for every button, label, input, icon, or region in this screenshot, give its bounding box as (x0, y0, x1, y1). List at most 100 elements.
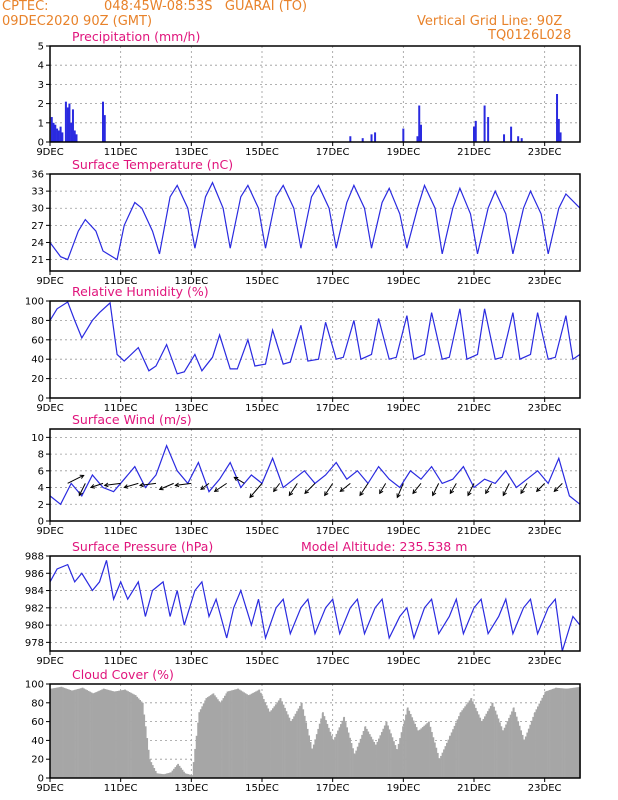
cloud-cover-y-tick-label: 0 (38, 774, 44, 785)
cloud-cover-area-bar (63, 687, 66, 778)
cloud-cover-area-bar (441, 752, 444, 778)
cloud-cover-area-bar (518, 725, 521, 778)
wind-arrow-head (553, 487, 559, 493)
cloud-cover-area-bar (378, 738, 380, 778)
cloud-cover-area-bar (346, 727, 348, 778)
wind-arrow-shaft (273, 483, 281, 492)
cloud-cover-area-bar (317, 728, 320, 778)
cloud-cover-area-bar (74, 689, 76, 778)
temperature-x-tick-label: 15DEC (245, 276, 279, 287)
cloud-cover-area-bar (382, 728, 385, 778)
wind-arrow-head (273, 487, 278, 493)
header-run: 09DEC2020 90Z (GMT) (2, 14, 153, 29)
cloud-cover-area-bar (509, 714, 512, 778)
cloud-cover-area-bar (90, 692, 93, 778)
temperature-y-tick-label: 27 (31, 221, 44, 232)
cloud-cover-area-bar (285, 711, 288, 778)
cloud-cover-area-bar (302, 709, 305, 778)
precipitation-bar (59, 126, 62, 142)
pressure-y-tick-label: 978 (25, 638, 44, 649)
cloud-cover-area-bar (482, 718, 485, 778)
cloud-cover-area-bar (158, 773, 161, 778)
precipitation-y-tick-label: 5 (38, 42, 44, 53)
cloud-cover-area-bar (453, 725, 456, 778)
wind-arrow (90, 482, 104, 489)
pressure-x-tick-label: 15DEC (245, 656, 279, 667)
pressure-x-tick-label: 13DEC (174, 656, 208, 667)
wind-arrow-shaft (200, 482, 210, 490)
cloud-cover-area-bar (222, 698, 225, 778)
cloud-cover-area-bar (473, 704, 476, 778)
cloud-cover-area-bar (87, 690, 90, 778)
header-location: 048:45W-08:53S GUARAI (TO) (104, 0, 308, 14)
cloud-cover-area-bar (305, 722, 308, 778)
precipitation-bar (503, 134, 506, 142)
cloud-cover-frame (49, 683, 581, 779)
cloud-cover-area-bar (111, 691, 114, 778)
cloud-cover-area-bar (444, 746, 447, 778)
cloud-cover-area-bar (417, 731, 420, 778)
pressure-x-tick-label: 11DEC (104, 656, 138, 667)
cloud-cover-area-bar (517, 721, 520, 778)
cloud-cover-area-bar (334, 737, 336, 778)
precipitation-bar (73, 130, 76, 142)
cloud-cover-area-bar (476, 711, 479, 778)
cloud-cover-area-bar (420, 728, 423, 778)
cloud-cover-area-bar (523, 740, 526, 778)
cloud-cover-area-bar (391, 737, 394, 778)
wind-arrow (339, 482, 351, 493)
pressure-x-tick-label: 19DEC (386, 656, 420, 667)
humidity-y-tick-label: 20 (31, 374, 44, 385)
precipitation-x-tick-label: 13DEC (174, 147, 208, 158)
cloud-cover-area-bar (440, 755, 442, 778)
cloud-cover-area-bar (356, 746, 359, 778)
wind-x-tick-label: 15DEC (245, 526, 279, 537)
cloud-cover-area-bar (122, 689, 125, 778)
cloud-cover-area-bar (396, 749, 399, 778)
cloud-cover-area-bar (148, 759, 151, 778)
cloud-cover-title: Cloud Cover (%) (72, 667, 174, 682)
precipitation-title: Precipitation (mm/h) (72, 29, 200, 44)
cloud-cover-area-bar (470, 698, 473, 778)
wind-y-tick-label: 4 (38, 483, 44, 494)
cloud-cover-area-bar (371, 739, 374, 778)
cloud-cover-area-bar (214, 695, 216, 778)
cloud-cover-area-bar (477, 714, 480, 778)
cloud-cover-area-bar (267, 708, 270, 778)
cloud-cover-area-bar (397, 743, 400, 778)
wind-title: Surface Wind (m/s) (72, 412, 192, 427)
wind-arrow-shaft (139, 482, 157, 486)
cloud-cover-area-bar (50, 688, 52, 778)
precipitation-bar (420, 124, 422, 142)
cloud-cover-area-bar (526, 732, 529, 778)
humidity-title: Relative Humidity (%) (72, 284, 209, 299)
cloud-cover-area-bar (221, 700, 223, 778)
precipitation-bar (416, 136, 419, 142)
cloud-cover-area-bar (352, 748, 354, 778)
precipitation-bar (559, 132, 562, 142)
cloud-cover-area-bar (277, 700, 280, 778)
cloud-cover-area-bar (241, 691, 244, 778)
precipitation-x-tick-label: 11DEC (104, 147, 138, 158)
precipitation-bar (56, 128, 59, 142)
cloud-cover-area-bar (358, 742, 361, 778)
cloud-cover-area-bar (294, 713, 297, 778)
cloud-cover-area-bar (199, 709, 202, 778)
cloud-cover-area-bar (561, 688, 563, 778)
precipitation-x-tick-label: 21DEC (457, 147, 491, 158)
wind-frame (49, 428, 581, 522)
wind-arrow-head (339, 487, 345, 493)
cloud-cover-area-bar (81, 687, 84, 778)
cloud-cover-area-bar (515, 716, 518, 778)
cloud-cover-area-bar (426, 723, 429, 778)
cloud-cover-area-bar (326, 723, 329, 778)
wind-arrow-head (412, 489, 417, 495)
cloud-cover-area-bar (115, 691, 117, 778)
cloud-cover-area-bar (486, 711, 489, 778)
cloud-cover-area-bar (209, 695, 212, 778)
cloud-cover-x-tick-label: 9DEC (36, 783, 63, 794)
precipitation-bar (520, 138, 523, 142)
precipitation-y-tick-label: 2 (38, 99, 44, 110)
wind-arrow-shaft (379, 483, 387, 494)
